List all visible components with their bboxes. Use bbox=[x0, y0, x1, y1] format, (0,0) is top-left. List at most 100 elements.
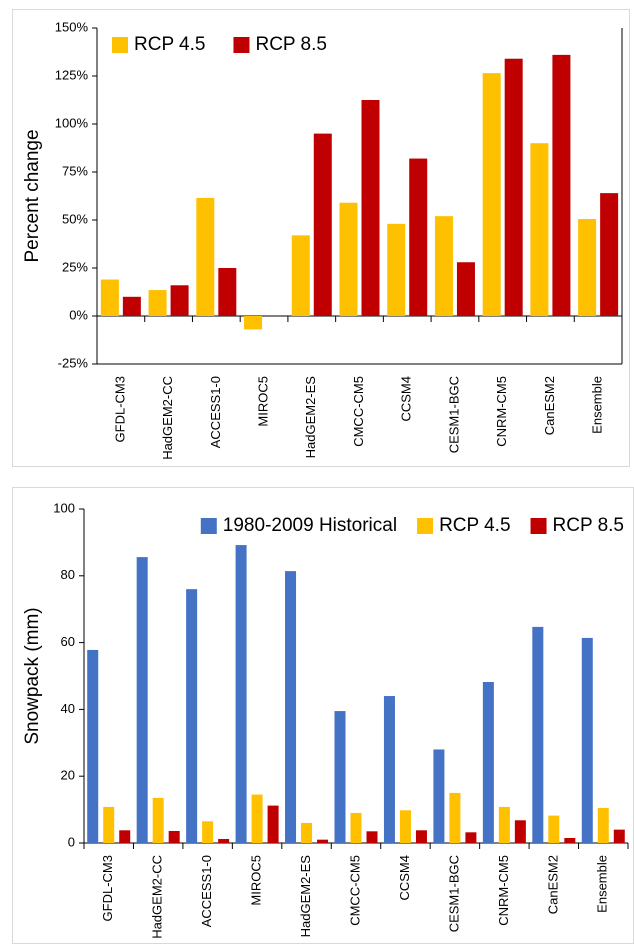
legend-label: 1980-2009 Historical bbox=[223, 515, 397, 536]
x-tick-label: Ensemble bbox=[590, 376, 605, 434]
y-tick-label: 100% bbox=[55, 115, 89, 130]
y-tick-label: 50% bbox=[62, 211, 88, 226]
bar bbox=[251, 794, 263, 843]
bar bbox=[339, 202, 358, 316]
bar bbox=[186, 589, 198, 843]
y-tick-label: 25% bbox=[62, 259, 88, 274]
bar bbox=[532, 626, 544, 843]
bar bbox=[434, 216, 453, 316]
bar bbox=[313, 133, 332, 316]
y-tick-label: 0 bbox=[68, 834, 75, 849]
bar bbox=[350, 812, 362, 843]
x-tick-label: Ensemble bbox=[595, 855, 610, 913]
x-tick-label: MIROC5 bbox=[255, 376, 270, 427]
legend-label: RCP 4.5 bbox=[134, 34, 205, 55]
bar bbox=[504, 58, 523, 316]
bar bbox=[366, 831, 378, 843]
bar bbox=[581, 637, 593, 843]
bar bbox=[600, 193, 619, 316]
bar bbox=[119, 830, 131, 843]
bar bbox=[482, 73, 501, 317]
x-tick-label: CESM1-BGC bbox=[446, 376, 461, 453]
bar bbox=[383, 696, 395, 843]
y-tick-label: 150% bbox=[55, 19, 89, 34]
bar bbox=[122, 296, 141, 316]
y-axis-title: Percent change bbox=[22, 129, 43, 262]
x-tick-label: CESM1-BGC bbox=[446, 855, 461, 932]
bar bbox=[317, 839, 329, 843]
x-tick-label: CMCC-CM5 bbox=[351, 376, 366, 447]
bar bbox=[267, 805, 279, 843]
y-axis-title: Snowpack (mm) bbox=[22, 607, 43, 744]
legend-swatch bbox=[530, 518, 547, 534]
legend-label: RCP 4.5 bbox=[439, 515, 510, 536]
bar bbox=[87, 649, 99, 843]
bar bbox=[168, 830, 180, 843]
bar bbox=[564, 837, 576, 843]
bar bbox=[218, 268, 237, 316]
bar bbox=[465, 832, 477, 843]
bar bbox=[361, 100, 380, 316]
chart-frame bbox=[12, 487, 634, 944]
bar bbox=[196, 197, 215, 316]
bar bbox=[218, 838, 230, 843]
x-tick-label: GFDL-CM3 bbox=[100, 855, 115, 921]
x-tick-label: CNRM-CM5 bbox=[494, 376, 509, 447]
bar bbox=[291, 235, 310, 316]
y-tick-label: 60 bbox=[61, 634, 75, 649]
bar bbox=[170, 285, 189, 316]
bar bbox=[415, 830, 427, 843]
bar bbox=[530, 143, 549, 316]
y-tick-label: 100 bbox=[53, 500, 75, 515]
bar bbox=[387, 223, 406, 316]
bar bbox=[548, 815, 560, 843]
legend-label: RCP 8.5 bbox=[255, 34, 326, 55]
bar bbox=[136, 557, 148, 843]
bar bbox=[334, 711, 346, 843]
bar bbox=[498, 806, 510, 843]
x-tick-label: HadGEM2-CC bbox=[160, 376, 175, 460]
bar bbox=[152, 797, 164, 843]
bar bbox=[148, 290, 167, 316]
legend-swatch bbox=[233, 37, 250, 53]
x-tick-label: CCSM4 bbox=[399, 376, 414, 422]
bar bbox=[597, 807, 609, 843]
bar bbox=[399, 810, 411, 843]
bar bbox=[301, 822, 313, 843]
x-tick-label: HadGEM2-ES bbox=[303, 376, 318, 459]
bar bbox=[552, 54, 571, 316]
y-tick-label: 0% bbox=[69, 307, 88, 322]
bar bbox=[514, 820, 526, 843]
bar bbox=[433, 749, 445, 843]
bar bbox=[613, 829, 625, 843]
y-tick-label: -25% bbox=[58, 355, 89, 370]
x-tick-label: HadGEM2-CC bbox=[150, 855, 165, 939]
y-tick-label: 75% bbox=[62, 163, 88, 178]
bar bbox=[244, 316, 263, 330]
x-tick-label: GFDL-CM3 bbox=[112, 376, 127, 442]
x-tick-label: CNRM-CM5 bbox=[496, 855, 511, 926]
x-tick-label: CMCC-CM5 bbox=[347, 855, 362, 926]
bar bbox=[285, 571, 297, 843]
x-tick-label: HadGEM2-ES bbox=[298, 855, 313, 938]
legend-swatch bbox=[417, 518, 434, 534]
legend-swatch bbox=[200, 518, 217, 534]
legend-label: RCP 8.5 bbox=[553, 515, 624, 536]
bar bbox=[482, 682, 494, 843]
x-tick-label: CanESM2 bbox=[542, 376, 557, 435]
bar bbox=[409, 158, 428, 316]
y-tick-label: 80 bbox=[61, 567, 75, 582]
bar bbox=[202, 821, 214, 843]
x-tick-label: ACCESS1-0 bbox=[199, 855, 214, 927]
bar bbox=[100, 279, 119, 316]
bar bbox=[103, 806, 115, 843]
bar bbox=[456, 262, 475, 316]
x-tick-label: MIROC5 bbox=[249, 855, 264, 906]
y-tick-label: 125% bbox=[55, 67, 89, 82]
x-tick-label: CCSM4 bbox=[397, 855, 412, 901]
bar bbox=[578, 219, 597, 316]
y-tick-label: 40 bbox=[61, 701, 75, 716]
x-tick-label: CanESM2 bbox=[545, 855, 560, 914]
